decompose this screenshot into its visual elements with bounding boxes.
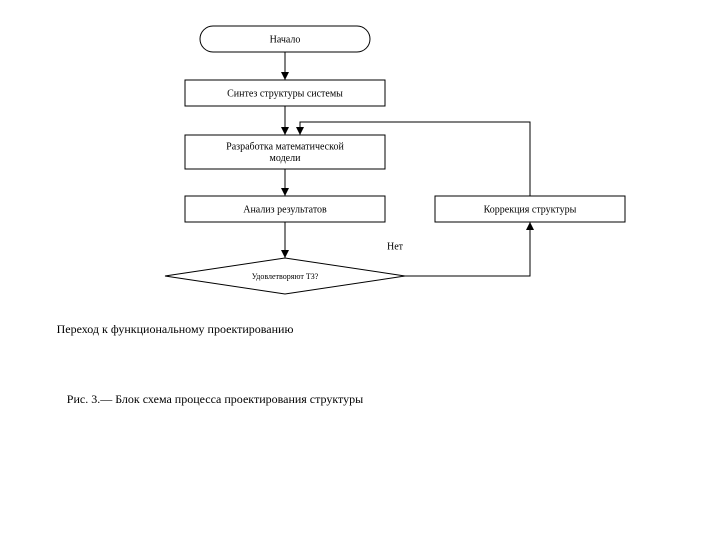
node-label: Коррекция структуры	[484, 204, 577, 215]
figure-caption: Рис. 3.— Блок схема процесса проектирова…	[67, 392, 363, 406]
free-text: Переход к функциональному проектированию	[57, 322, 294, 336]
node-label: Начало	[270, 34, 301, 45]
node-label: Анализ результатов	[243, 204, 327, 215]
node-model: Разработка математическоймодели	[185, 135, 385, 169]
node-label: Разработка математической	[226, 142, 344, 153]
node-label: Удовлетворяют ТЗ?	[252, 272, 319, 281]
node-decision: Удовлетворяют ТЗ?	[165, 258, 405, 294]
node-analysis: Анализ результатов	[185, 196, 385, 222]
edge	[405, 222, 530, 276]
node-start: Начало	[200, 26, 370, 52]
edge-label: Нет	[387, 241, 404, 252]
node-label: Синтез структуры системы	[227, 88, 343, 99]
node-synth: Синтез структуры системы	[185, 80, 385, 106]
node-correct: Коррекция структуры	[435, 196, 625, 222]
node-label: модели	[270, 153, 302, 164]
